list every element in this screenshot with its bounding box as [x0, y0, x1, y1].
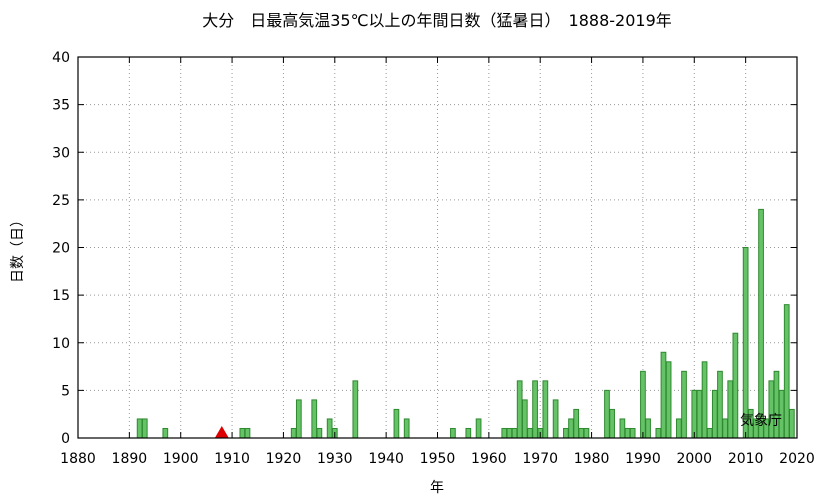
- bar-1990: [640, 370, 646, 439]
- bar-1965: [511, 427, 518, 439]
- bar-1977: [573, 408, 580, 439]
- x-tick-label: 1900: [163, 451, 199, 467]
- bar-2013: [758, 208, 764, 439]
- bar-1975: [563, 427, 569, 439]
- y-tick-label: 0: [61, 431, 70, 447]
- bar-1929: [326, 418, 333, 439]
- bar-2000: [691, 389, 698, 439]
- bar-1976: [568, 418, 574, 439]
- y-tick-label: 10: [52, 336, 70, 352]
- x-tick-label: 2020: [779, 451, 815, 467]
- bar-2002: [701, 361, 708, 439]
- x-tick-label: 1880: [60, 451, 96, 467]
- bar-1968: [527, 427, 533, 439]
- bar-1934: [352, 380, 359, 439]
- marker-layer: [214, 426, 229, 438]
- bar-2007: [727, 380, 734, 439]
- axis-ticks: [77, 56, 798, 439]
- bar-2018: [783, 304, 790, 439]
- bar-1969: [532, 380, 538, 439]
- x-axis-title: 年: [430, 480, 444, 496]
- bar-1986: [619, 418, 626, 439]
- bar-1984: [609, 408, 615, 439]
- x-tick-label: 1980: [574, 451, 610, 467]
- triangle-marker-icon: [214, 426, 229, 438]
- y-tick-label: 35: [52, 98, 70, 114]
- bar-1978: [578, 427, 585, 439]
- bar-1897: [162, 427, 169, 439]
- bar-1979: [583, 427, 590, 439]
- bar-2019: [789, 408, 795, 439]
- y-tick-label: 25: [52, 193, 70, 209]
- bar-1922: [290, 427, 297, 439]
- bar-2006: [722, 418, 728, 439]
- x-tick-label: 1930: [317, 451, 353, 467]
- bars-group: [136, 208, 795, 439]
- x-tick-label: 1960: [471, 451, 507, 467]
- x-tick-label: 1970: [522, 451, 558, 467]
- y-tick-label: 5: [61, 383, 70, 399]
- x-tick-label: 1940: [368, 451, 404, 467]
- x-tick-label: 1920: [266, 451, 302, 467]
- x-tick-label: 1990: [625, 451, 661, 467]
- bar-2010: [742, 247, 749, 439]
- bar-1927: [316, 427, 323, 439]
- y-tick-labels: 0 5 10 15 20 25 30 35 40: [52, 50, 70, 447]
- bar-2001: [696, 389, 703, 439]
- bar-1944: [403, 418, 410, 439]
- bar-1998: [681, 370, 687, 439]
- bar-1964: [506, 427, 513, 439]
- bar-2005: [717, 370, 723, 439]
- bar-1942: [393, 408, 400, 439]
- bar-1973: [552, 399, 559, 439]
- x-tick-label: 1910: [214, 451, 250, 467]
- bar-2015: [768, 380, 775, 439]
- bar-1983: [604, 389, 610, 439]
- bar-1966: [516, 380, 523, 439]
- chart-title: 大分 日最高気温35℃以上の年間日数（猛暑日） 1888-2019年: [202, 11, 672, 30]
- bar-1994: [660, 351, 667, 439]
- credit-label: 気象庁: [740, 413, 782, 429]
- bar-2004: [711, 389, 718, 439]
- bar-1958: [475, 418, 482, 439]
- bar-1995: [665, 361, 672, 439]
- bar-2008: [732, 332, 739, 439]
- x-tick-label: 2010: [728, 451, 764, 467]
- bar-1988: [629, 427, 636, 439]
- bar-1967: [521, 399, 528, 439]
- bar-1926: [311, 399, 318, 439]
- bar-1913: [244, 427, 251, 439]
- grid-lines: [78, 57, 797, 438]
- bar-1923: [295, 399, 302, 439]
- x-tick-label: 2000: [676, 451, 712, 467]
- bar-1987: [624, 427, 631, 439]
- bar-2003: [706, 427, 713, 439]
- y-tick-label: 15: [52, 288, 70, 304]
- bar-1892: [136, 418, 143, 439]
- y-tick-label: 40: [52, 50, 70, 66]
- bar-1963: [501, 427, 508, 439]
- y-axis-title: 日数（日）: [10, 213, 26, 283]
- bar-1993: [655, 427, 662, 439]
- bar-1956: [465, 427, 472, 439]
- plot-frame: [77, 56, 798, 439]
- x-tick-label: 1950: [420, 451, 456, 467]
- x-tick-labels: 1880 1890 1900 1910 1920 1930 1940 1950 1960 1970…: [60, 451, 815, 467]
- bar-1991: [645, 418, 651, 439]
- bar-1971: [542, 380, 549, 439]
- y-tick-label: 30: [52, 145, 70, 161]
- x-tick-label: 1890: [112, 451, 148, 467]
- bar-1997: [676, 418, 682, 439]
- bar-1893: [141, 418, 148, 439]
- y-tick-label: 20: [52, 241, 70, 257]
- bar-1912: [239, 427, 246, 439]
- bar-1953: [450, 427, 456, 439]
